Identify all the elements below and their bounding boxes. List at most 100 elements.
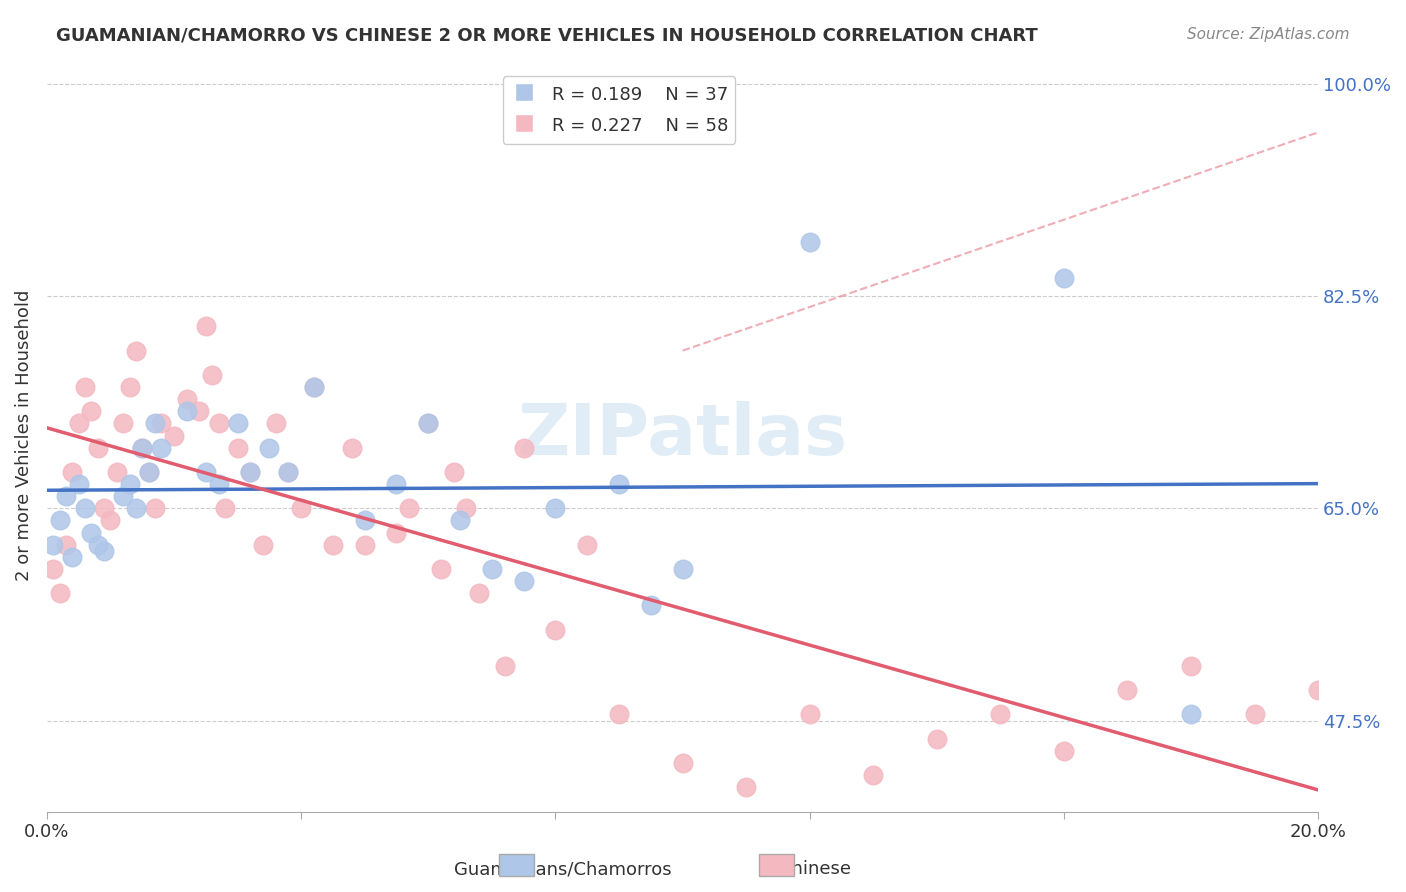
Point <box>73 501 96 516</box>
Point <box>131 441 153 455</box>
Point <box>138 465 160 479</box>
Point <box>42 562 65 576</box>
Point <box>353 538 375 552</box>
Text: Guamanians/Chamorros: Guamanians/Chamorros <box>454 860 671 878</box>
Point <box>143 501 166 516</box>
Text: ZIPatlas: ZIPatlas <box>517 401 848 470</box>
Point <box>207 417 229 431</box>
Point <box>42 538 65 552</box>
Point <box>302 380 325 394</box>
Point <box>138 465 160 479</box>
Text: Source: ZipAtlas.com: Source: ZipAtlas.com <box>1187 27 1350 42</box>
Point <box>671 562 693 576</box>
Point <box>1180 659 1202 673</box>
Point <box>449 513 471 527</box>
Point <box>55 489 77 503</box>
Point <box>1243 707 1265 722</box>
Point <box>443 465 465 479</box>
Point <box>226 441 249 455</box>
Point <box>671 756 693 770</box>
Point <box>1308 683 1330 698</box>
Point <box>194 465 217 479</box>
Point <box>512 574 534 588</box>
Point <box>735 780 758 795</box>
Point <box>67 477 90 491</box>
Point <box>418 417 440 431</box>
Point <box>302 380 325 394</box>
Point <box>100 513 122 527</box>
Point <box>252 538 274 552</box>
Point <box>55 538 77 552</box>
Point <box>201 368 224 382</box>
Point <box>988 707 1011 722</box>
Point <box>544 623 567 637</box>
Point <box>125 343 148 358</box>
Point <box>87 538 110 552</box>
Point <box>398 501 420 516</box>
Point <box>207 477 229 491</box>
Point <box>188 404 211 418</box>
Point <box>93 501 115 516</box>
Point <box>163 428 186 442</box>
Point <box>799 235 821 249</box>
Point <box>277 465 299 479</box>
Point <box>60 465 83 479</box>
Point <box>80 404 103 418</box>
Point <box>131 441 153 455</box>
Point <box>60 549 83 564</box>
Point <box>544 501 567 516</box>
Point <box>353 513 375 527</box>
Point <box>340 441 363 455</box>
Point <box>799 707 821 722</box>
Point <box>87 441 110 455</box>
Point <box>1116 683 1139 698</box>
Point <box>277 465 299 479</box>
Point <box>93 543 115 558</box>
Point <box>150 417 173 431</box>
Point <box>214 501 236 516</box>
Point <box>607 477 630 491</box>
Point <box>862 768 884 782</box>
Point <box>194 319 217 334</box>
Point <box>468 586 491 600</box>
Point <box>430 562 453 576</box>
Point <box>176 392 198 407</box>
Point <box>512 441 534 455</box>
Point <box>1053 271 1076 285</box>
Point <box>385 477 408 491</box>
Point <box>176 404 198 418</box>
Point <box>925 731 948 746</box>
Point <box>118 477 141 491</box>
Point <box>1180 707 1202 722</box>
Text: GUAMANIAN/CHAMORRO VS CHINESE 2 OR MORE VEHICLES IN HOUSEHOLD CORRELATION CHART: GUAMANIAN/CHAMORRO VS CHINESE 2 OR MORE … <box>56 27 1038 45</box>
Point <box>494 659 516 673</box>
Point <box>48 513 70 527</box>
Point <box>125 501 148 516</box>
Point <box>322 538 344 552</box>
Point <box>105 465 128 479</box>
Point <box>1053 744 1076 758</box>
Point <box>143 417 166 431</box>
Point <box>239 465 262 479</box>
Point <box>259 441 281 455</box>
Point <box>48 586 70 600</box>
Point <box>418 417 440 431</box>
Point <box>290 501 312 516</box>
Legend: R = 0.189    N = 37, R = 0.227    N = 58: R = 0.189 N = 37, R = 0.227 N = 58 <box>503 76 735 144</box>
Point <box>385 525 408 540</box>
Point <box>112 417 135 431</box>
Point <box>67 417 90 431</box>
Point <box>264 417 287 431</box>
Point <box>576 538 599 552</box>
Point <box>640 599 662 613</box>
Point <box>607 707 630 722</box>
Point <box>112 489 135 503</box>
Point <box>80 525 103 540</box>
Point <box>150 441 173 455</box>
Point <box>226 417 249 431</box>
Point <box>481 562 503 576</box>
Point <box>118 380 141 394</box>
Point <box>456 501 478 516</box>
Text: Chinese: Chinese <box>779 860 852 878</box>
Point <box>239 465 262 479</box>
